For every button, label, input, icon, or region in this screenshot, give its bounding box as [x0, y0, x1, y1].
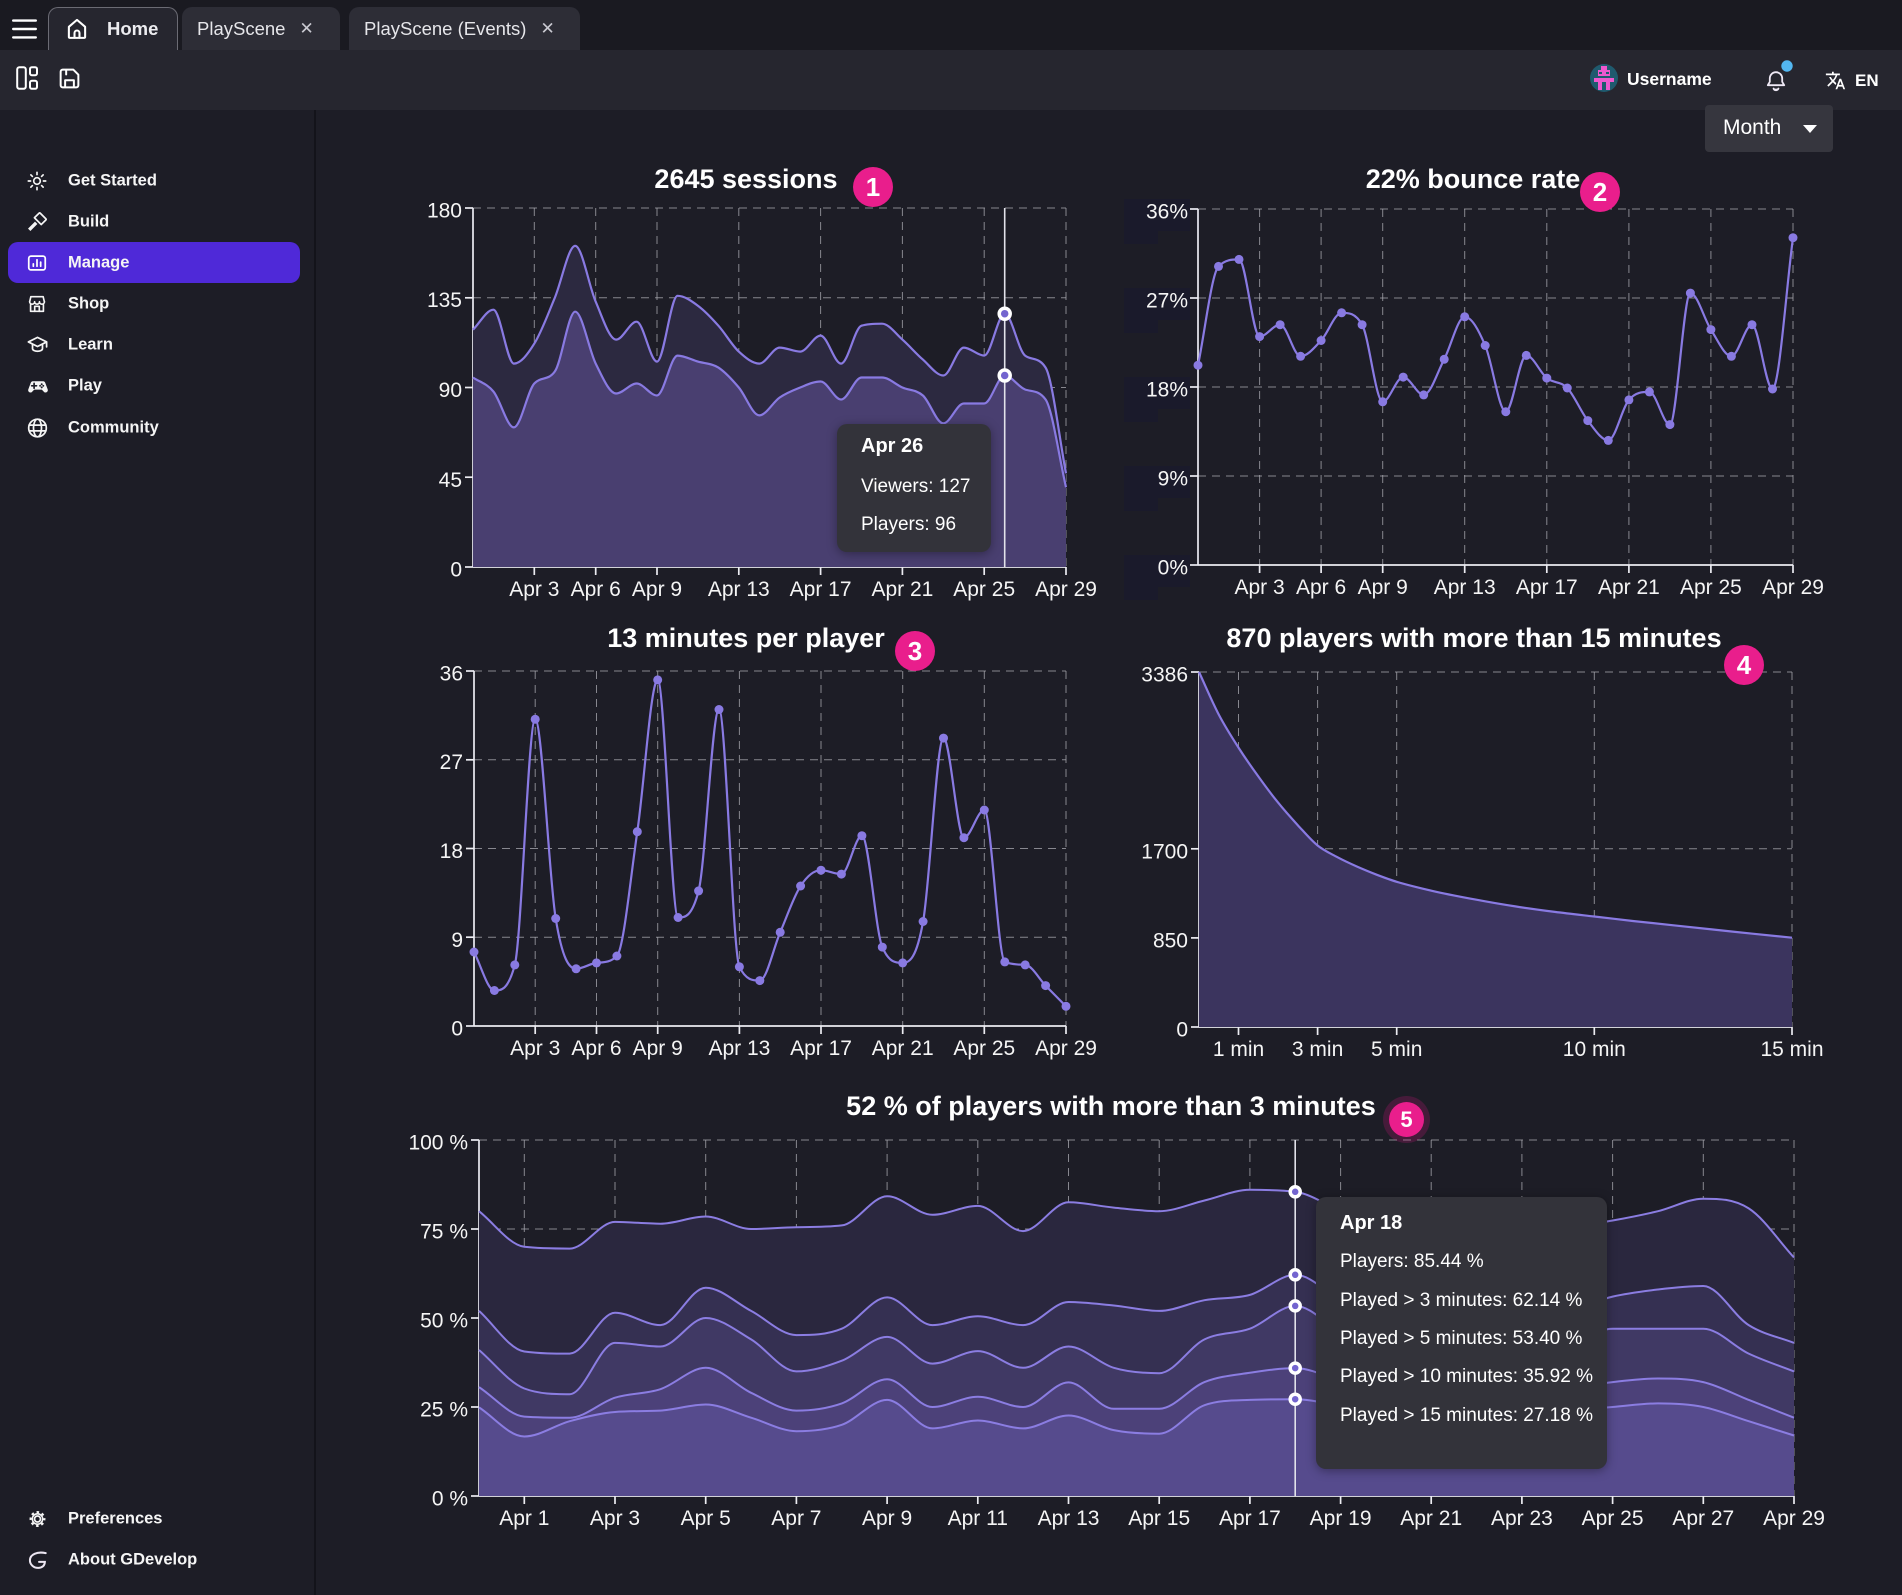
- svg-text:1 min: 1 min: [1213, 1038, 1264, 1061]
- svg-text:Apr 29: Apr 29: [1035, 1037, 1097, 1060]
- svg-text:Apr 13: Apr 13: [1038, 1507, 1100, 1530]
- svg-text:Apr 25: Apr 25: [953, 578, 1015, 601]
- svg-text:Apr 6: Apr 6: [571, 578, 621, 601]
- svg-text:100 %: 100 %: [408, 1132, 468, 1155]
- svg-text:Apr 3: Apr 3: [510, 1037, 560, 1060]
- svg-text:Apr 29: Apr 29: [1035, 578, 1097, 601]
- svg-text:0: 0: [450, 559, 462, 582]
- svg-text:27: 27: [440, 751, 463, 774]
- svg-text:Apr 17: Apr 17: [1219, 1507, 1281, 1530]
- svg-text:Apr 1: Apr 1: [499, 1507, 549, 1530]
- svg-text:Apr 17: Apr 17: [790, 1037, 852, 1060]
- svg-text:Apr 23: Apr 23: [1491, 1507, 1553, 1530]
- svg-text:0 %: 0 %: [432, 1488, 468, 1511]
- svg-text:Apr 25: Apr 25: [1582, 1507, 1644, 1530]
- svg-text:Apr 17: Apr 17: [790, 578, 852, 601]
- svg-text:1700: 1700: [1141, 840, 1188, 863]
- svg-text:Apr 6: Apr 6: [571, 1037, 621, 1060]
- svg-text:Apr 7: Apr 7: [771, 1507, 821, 1530]
- svg-text:Apr 21: Apr 21: [872, 1037, 934, 1060]
- svg-text:Apr 5: Apr 5: [681, 1507, 731, 1530]
- svg-text:Apr 3: Apr 3: [590, 1507, 640, 1530]
- svg-text:Apr 11: Apr 11: [948, 1507, 1008, 1530]
- svg-text:9%: 9%: [1158, 468, 1188, 491]
- svg-text:Apr 3: Apr 3: [509, 578, 559, 601]
- svg-text:Apr 19: Apr 19: [1310, 1507, 1372, 1530]
- svg-text:Apr 9: Apr 9: [862, 1507, 912, 1530]
- svg-text:Apr 27: Apr 27: [1672, 1507, 1734, 1530]
- svg-text:Apr 9: Apr 9: [632, 578, 682, 601]
- svg-text:Apr 15: Apr 15: [1128, 1507, 1190, 1530]
- svg-text:Apr 29: Apr 29: [1762, 576, 1824, 599]
- svg-text:Apr 21: Apr 21: [1598, 576, 1660, 599]
- svg-text:Apr 13: Apr 13: [1434, 576, 1496, 599]
- svg-text:36%: 36%: [1146, 201, 1188, 224]
- svg-text:27%: 27%: [1146, 290, 1188, 313]
- svg-text:50 %: 50 %: [420, 1310, 468, 1333]
- svg-text:Apr 13: Apr 13: [708, 578, 770, 601]
- svg-text:10 min: 10 min: [1563, 1038, 1626, 1061]
- svg-text:Apr 29: Apr 29: [1763, 1507, 1825, 1530]
- svg-text:0: 0: [1176, 1019, 1188, 1042]
- svg-text:Apr 21: Apr 21: [871, 578, 933, 601]
- svg-text:Apr 17: Apr 17: [1516, 576, 1578, 599]
- svg-text:3386: 3386: [1141, 664, 1188, 687]
- svg-text:Apr 9: Apr 9: [633, 1037, 683, 1060]
- svg-text:Apr 9: Apr 9: [1358, 576, 1408, 599]
- svg-text:15 min: 15 min: [1760, 1038, 1823, 1061]
- svg-text:Apr 6: Apr 6: [1296, 576, 1346, 599]
- svg-text:Apr 13: Apr 13: [708, 1037, 770, 1060]
- svg-text:75 %: 75 %: [420, 1221, 468, 1244]
- svg-text:Apr 25: Apr 25: [953, 1037, 1015, 1060]
- svg-text:25 %: 25 %: [420, 1399, 468, 1422]
- svg-text:135: 135: [427, 289, 462, 312]
- svg-text:9: 9: [451, 929, 463, 952]
- svg-text:180: 180: [427, 200, 462, 223]
- svg-text:0%: 0%: [1158, 557, 1188, 580]
- svg-text:36: 36: [440, 663, 463, 686]
- svg-text:Apr 25: Apr 25: [1680, 576, 1742, 599]
- svg-text:Apr 21: Apr 21: [1400, 1507, 1462, 1530]
- svg-text:Apr 3: Apr 3: [1234, 576, 1284, 599]
- svg-text:18: 18: [440, 840, 463, 863]
- svg-text:3 min: 3 min: [1292, 1038, 1343, 1061]
- svg-text:18%: 18%: [1146, 379, 1188, 402]
- svg-text:0: 0: [451, 1018, 463, 1041]
- svg-text:850: 850: [1153, 929, 1188, 952]
- svg-text:5 min: 5 min: [1371, 1038, 1422, 1061]
- svg-text:45: 45: [439, 469, 462, 492]
- svg-text:90: 90: [439, 379, 462, 402]
